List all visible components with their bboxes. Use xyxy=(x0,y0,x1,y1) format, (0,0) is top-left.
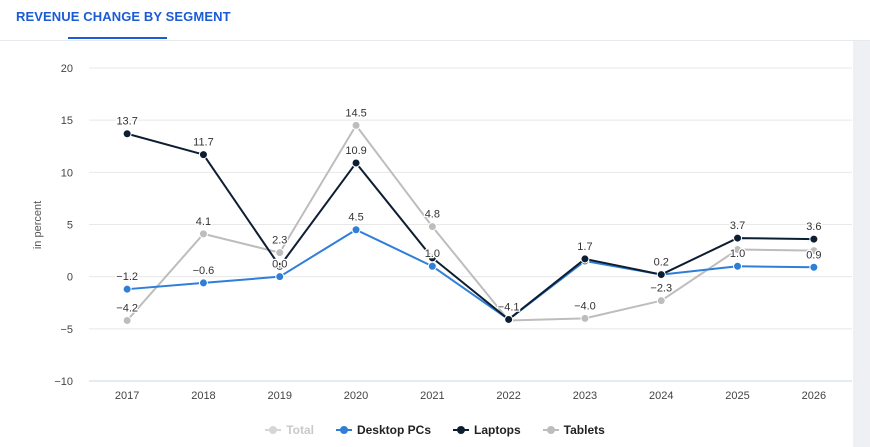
x-tick-label: 2021 xyxy=(420,390,444,402)
data-point-laptops[interactable] xyxy=(580,254,590,264)
x-tick-label: 2022 xyxy=(496,390,520,402)
data-point-laptops[interactable] xyxy=(122,129,132,139)
data-label-tablets: −4.2 xyxy=(116,302,138,314)
data-point-laptops[interactable] xyxy=(198,150,208,160)
series-line-laptops xyxy=(126,132,814,321)
legend-label: Laptops xyxy=(474,423,521,437)
data-label-laptops: 13.7 xyxy=(116,116,137,128)
legend-symbol-icon xyxy=(542,425,559,435)
data-label-laptops: −4.1 xyxy=(498,301,520,313)
y-tick-label: −5 xyxy=(60,324,73,336)
legend-item-desktop-pcs[interactable]: Desktop PCs xyxy=(335,420,431,440)
data-point-laptops[interactable] xyxy=(809,234,819,244)
legend-item-tablets[interactable]: Tablets xyxy=(542,420,605,440)
x-tick-label: 2018 xyxy=(191,390,215,402)
y-tick-label: −10 xyxy=(54,376,73,388)
x-tick-label: 2026 xyxy=(802,390,826,402)
data-label-desktop-pcs: 1.0 xyxy=(425,248,440,260)
data-point-desktop-pcs[interactable] xyxy=(198,278,208,288)
data-point-tablets[interactable] xyxy=(809,246,819,256)
legend-label: Desktop PCs xyxy=(356,423,431,437)
legend-symbol-icon xyxy=(265,425,282,435)
data-point-tablets[interactable] xyxy=(580,313,590,323)
data-point-tablets[interactable] xyxy=(427,222,437,232)
data-point-tablets[interactable] xyxy=(198,229,208,239)
series-line-tablets xyxy=(126,124,814,322)
y-axis-label: in percent xyxy=(32,201,44,249)
data-label-laptops: 1.7 xyxy=(577,241,592,253)
data-label-laptops: 11.7 xyxy=(193,137,214,149)
y-tick-label: 0 xyxy=(67,272,73,284)
data-point-laptops[interactable] xyxy=(504,314,514,324)
data-labels: −4.2 4.1 2.3 14.5 4.8 −4.0 −2.3 −1.2 −0.6 0.0 4.5 1… xyxy=(115,106,823,316)
x-tick-label: 2025 xyxy=(725,390,749,402)
data-label-laptops: 3.6 xyxy=(806,221,821,233)
data-label-desktop-pcs: 1.0 xyxy=(730,248,745,260)
gridlines xyxy=(89,67,852,382)
data-point-laptops[interactable] xyxy=(351,158,361,168)
series-line-desktop-pcs xyxy=(127,228,814,321)
data-point-tablets[interactable] xyxy=(122,315,132,325)
legend-label: Total xyxy=(286,423,314,437)
chart-header: REVENUE CHANGE BY SEGMENT xyxy=(0,0,870,41)
x-axis-ticks: 2017 2018 2019 2020 2021 2022 2023 2024 2025 2026 xyxy=(115,390,826,402)
data-label-tablets: −2.3 xyxy=(650,283,672,295)
data-label-laptops: 0.2 xyxy=(654,257,669,269)
legend-item-total[interactable]: Total xyxy=(265,420,314,440)
data-label-desktop-pcs: 0.0 xyxy=(272,259,287,271)
data-point-desktop-pcs[interactable] xyxy=(122,284,132,294)
x-tick-label: 2024 xyxy=(649,390,673,402)
legend-label: Tablets xyxy=(563,423,605,437)
data-point-tablets[interactable] xyxy=(656,296,666,306)
data-point-desktop-pcs[interactable] xyxy=(733,261,743,271)
data-point-desktop-pcs[interactable] xyxy=(275,272,285,282)
data-label-tablets: 14.5 xyxy=(345,107,366,119)
x-tick-label: 2019 xyxy=(268,390,292,402)
x-tick-label: 2017 xyxy=(115,390,139,402)
series-lines xyxy=(122,120,819,325)
legend-symbol-icon xyxy=(335,425,352,435)
y-tick-label: 5 xyxy=(67,220,73,232)
x-tick-label: 2020 xyxy=(344,390,368,402)
data-label-desktop-pcs: −1.2 xyxy=(116,271,138,283)
data-label-tablets: 4.1 xyxy=(196,216,211,228)
legend-item-laptops[interactable]: Laptops xyxy=(453,420,521,440)
data-label-desktop-pcs: 4.5 xyxy=(348,212,363,224)
data-point-laptops[interactable] xyxy=(275,261,285,271)
data-point-laptops[interactable] xyxy=(427,253,437,263)
data-label-tablets: −4.0 xyxy=(574,300,596,312)
scrollbar-track[interactable] xyxy=(853,41,870,447)
y-axis-ticks: −10 −5 0 5 10 15 20 xyxy=(54,63,73,388)
data-label-desktop-pcs: 0.9 xyxy=(806,249,821,261)
legend-symbol-icon xyxy=(453,425,469,435)
data-point-laptops[interactable] xyxy=(733,233,743,243)
data-point-laptops[interactable] xyxy=(656,270,666,280)
data-label-desktop-pcs: −0.6 xyxy=(193,265,215,277)
chart-title: REVENUE CHANGE BY SEGMENT xyxy=(16,9,231,24)
legend: Total Desktop PCs Laptops Tablets xyxy=(0,420,870,440)
data-point-desktop-pcs[interactable] xyxy=(351,225,361,235)
data-point-desktop-pcs[interactable] xyxy=(427,261,437,271)
data-label-laptops: 10.9 xyxy=(345,145,366,157)
data-label-tablets: 2.3 xyxy=(272,235,287,247)
data-point-tablets[interactable] xyxy=(351,120,361,130)
data-point-desktop-pcs[interactable] xyxy=(809,262,819,272)
title-tab-underline xyxy=(68,37,167,39)
y-tick-label: 20 xyxy=(61,63,73,75)
y-tick-label: 15 xyxy=(61,115,73,127)
data-label-laptops: 3.7 xyxy=(730,220,745,232)
data-label-tablets: 4.8 xyxy=(425,209,440,221)
x-tick-label: 2023 xyxy=(573,390,597,402)
data-point-tablets[interactable] xyxy=(733,245,743,255)
data-point-tablets[interactable] xyxy=(275,248,285,258)
y-tick-label: 10 xyxy=(61,167,73,179)
